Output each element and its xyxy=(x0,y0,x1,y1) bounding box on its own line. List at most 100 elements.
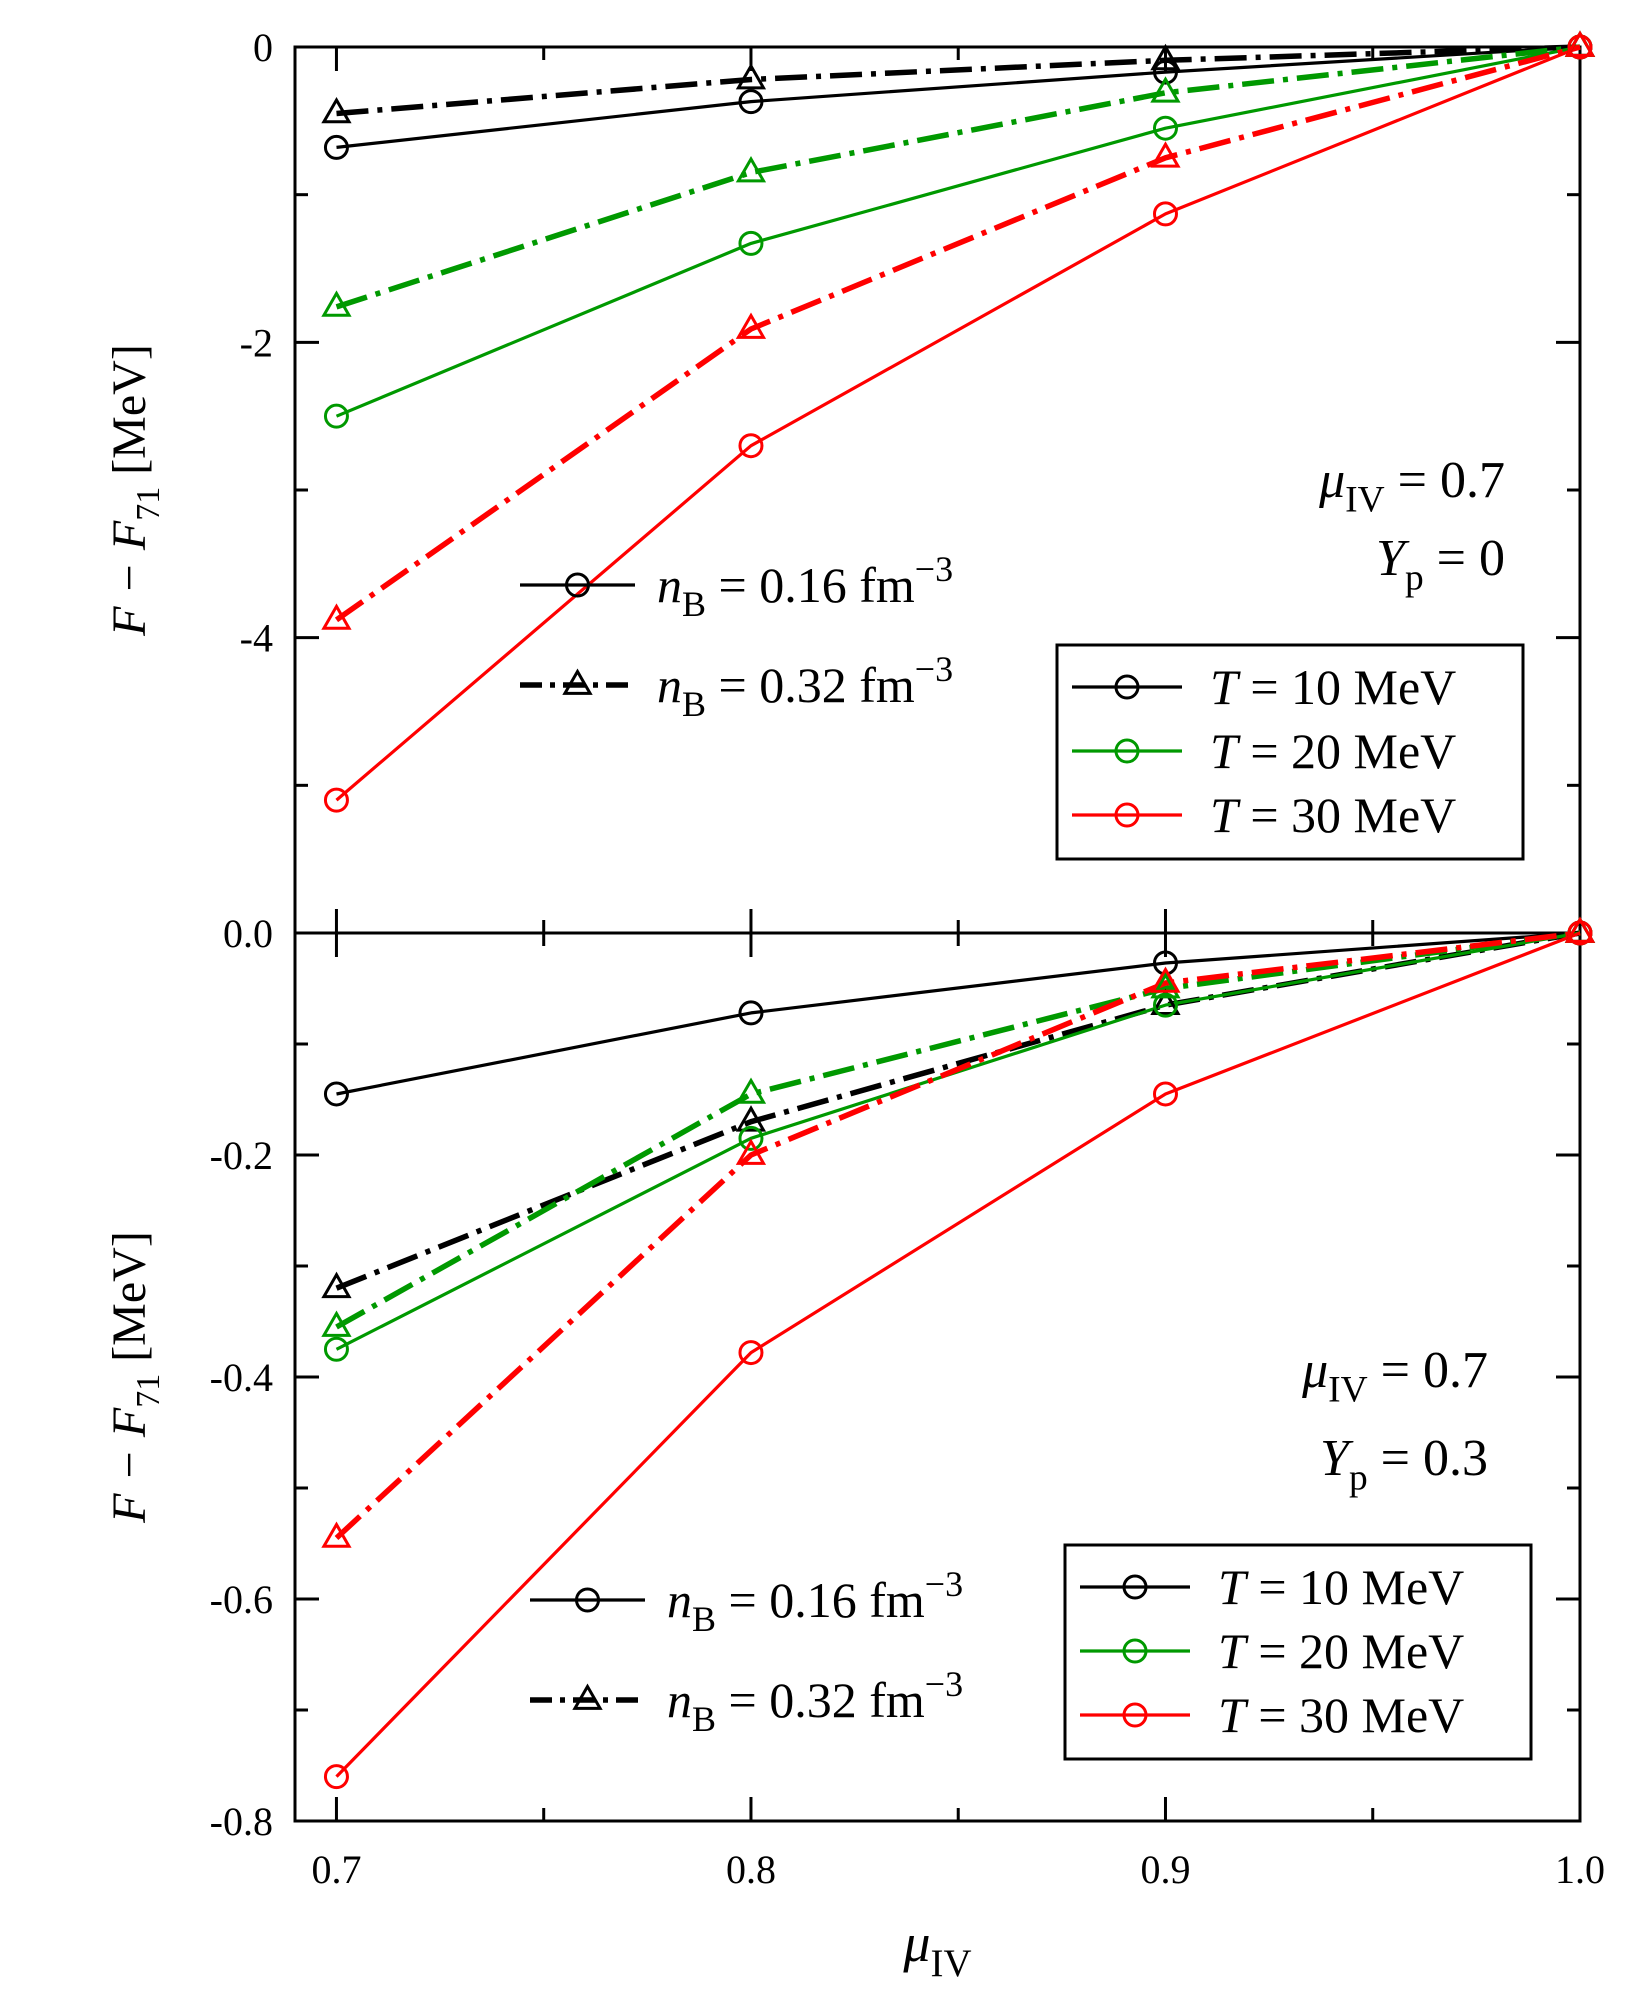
parameter-label-text: = 0.7 xyxy=(1368,1342,1488,1399)
series-5-point xyxy=(1150,966,1181,993)
legend-density-label-text: = 0.32 fm xyxy=(716,1672,925,1728)
series-5-point xyxy=(321,603,352,630)
series-line-4 xyxy=(335,45,1581,802)
series-2-point xyxy=(738,1125,764,1151)
legend-density-label-subscript: B xyxy=(682,684,706,724)
series-line-4 xyxy=(335,931,1581,1778)
legend-marker xyxy=(1122,1702,1148,1728)
legend-density-label: nB = 0.32 fm−3 xyxy=(667,1664,963,1739)
series-4-point xyxy=(738,1340,764,1366)
parameter-label-subscript: p xyxy=(1405,558,1424,599)
series-3-point xyxy=(321,1310,352,1337)
series-0-point xyxy=(738,89,764,115)
legend-marker xyxy=(1114,802,1140,828)
series-3-point xyxy=(321,290,352,317)
x-tick-label: 0.9 xyxy=(1140,1847,1190,1892)
series-line-2 xyxy=(335,45,1581,418)
parameter-label-text: = 0.3 xyxy=(1368,1430,1488,1487)
panel-bottom: 0.0 -0.2 -0.4 -0.6 -0.8 0.7 0.8 0.9 1.0 F − F71 [… xyxy=(103,911,1605,1985)
legend-temperature-label-symbol: T xyxy=(1218,1623,1249,1679)
panel-top: 0-2-4F − F71 [MeV] μIV = 0.7Yp = 0nB = 0.… xyxy=(103,25,1596,935)
series-line-0 xyxy=(336,931,1581,1096)
series-line-0 xyxy=(336,45,1581,149)
series-2-point xyxy=(323,403,349,429)
legend-density-label-superscript: −3 xyxy=(915,549,953,589)
legend-temperature-label-text: = 20 MeV xyxy=(1246,1623,1464,1679)
series-5-point xyxy=(735,1138,767,1165)
legend-temperature-label: T = 10 MeV xyxy=(1218,1559,1464,1615)
series-5-point xyxy=(1564,30,1596,57)
legend-density-label-superscript: −3 xyxy=(925,1564,963,1604)
y-tick-label: -0.8 xyxy=(210,1799,273,1844)
legend-temperature-label-symbol: T xyxy=(1210,787,1241,843)
series-4-point xyxy=(323,1764,349,1790)
legend-marker xyxy=(565,572,590,598)
legend-marker xyxy=(572,1683,603,1710)
series-1-point xyxy=(1150,988,1181,1015)
legend-temperature-label-text: = 30 MeV xyxy=(1238,787,1456,843)
series-1-point xyxy=(321,1271,352,1299)
parameter-label-subscript: p xyxy=(1349,1458,1368,1499)
legend-temperature-label-symbol: T xyxy=(1218,1687,1249,1743)
parameter-label: μIV = 0.7 xyxy=(1318,452,1505,521)
series-2-point xyxy=(738,230,764,256)
legend-density-label-text: = 0.16 fm xyxy=(706,557,915,613)
legend-temperature-label: T = 20 MeV xyxy=(1218,1623,1464,1679)
density-legend: nB = 0.16 fm−3nB = 0.32 fm−3 xyxy=(520,549,953,724)
series-2-point xyxy=(1152,992,1178,1018)
series-4-point xyxy=(323,787,349,813)
parameter-label-subscript: IV xyxy=(1328,1370,1368,1411)
series-1-point xyxy=(321,96,352,124)
x-tick-label: 1.0 xyxy=(1555,1847,1605,1892)
series-4-point xyxy=(1152,201,1178,227)
x-axis-label-subscript: IV xyxy=(931,1942,972,1985)
x-tick-label: 0.8 xyxy=(726,1847,776,1892)
series-4-point xyxy=(738,433,764,459)
legend-density-label-superscript: −3 xyxy=(925,1664,963,1704)
series-3-point xyxy=(1150,971,1181,999)
y-axis-label: F − F71 [MeV] xyxy=(103,344,167,637)
series-line-1 xyxy=(335,930,1581,1291)
legend-temperature-label: T = 10 MeV xyxy=(1210,659,1456,715)
parameter-label-subscript: IV xyxy=(1345,480,1385,521)
legend-temperature-label-symbol: T xyxy=(1218,1559,1249,1615)
legend-density-label-subscript: B xyxy=(682,584,706,624)
legend-density-label: nB = 0.32 fm−3 xyxy=(657,649,953,724)
parameter-label: Yp = 0 xyxy=(1376,530,1505,599)
series-2-point xyxy=(1152,115,1178,141)
series-1-point xyxy=(1150,43,1181,71)
series-4-point xyxy=(1152,1081,1178,1107)
series-3-point xyxy=(735,1077,767,1104)
series-group xyxy=(321,916,1596,1790)
legend-temperature-label-text: = 30 MeV xyxy=(1246,1687,1464,1743)
legend-temperature-label-symbol: T xyxy=(1210,659,1241,715)
y-tick-label: 0 xyxy=(253,25,273,70)
legend-density-label-subscript: B xyxy=(692,1599,716,1639)
legend-density-label: nB = 0.16 fm−3 xyxy=(667,1564,963,1639)
series-5-point xyxy=(321,1521,352,1548)
y-axis-label-unit: [MeV] xyxy=(103,344,156,487)
x-axis-label: μIV xyxy=(902,1913,971,1985)
y-tick-label: -0.4 xyxy=(210,1355,273,1400)
y-tick-label: -0.2 xyxy=(210,1133,273,1178)
legend-density-label-symbol: n xyxy=(667,1572,692,1628)
parameter-label-text: = 0 xyxy=(1424,530,1505,587)
legend-density-label-symbol: n xyxy=(657,557,682,613)
y-axis-label-unit: [MeV] xyxy=(103,1231,156,1374)
legend-temperature-label-symbol: T xyxy=(1210,723,1241,779)
y-axis-label-main: F − F xyxy=(103,1407,156,1524)
legend-marker xyxy=(1122,1638,1148,1664)
parameter-label-symbol: Y xyxy=(1376,530,1410,587)
legend-density-label-superscript: −3 xyxy=(915,649,953,689)
series-line-3 xyxy=(335,44,1581,310)
legend-density-label: nB = 0.16 fm−3 xyxy=(657,549,953,624)
series-1-point xyxy=(735,62,767,90)
series-0-point xyxy=(1152,59,1178,85)
parameter-label-symbol: Y xyxy=(1320,1430,1354,1487)
series-1-point xyxy=(735,1105,767,1132)
legend-temperature-label: T = 30 MeV xyxy=(1210,787,1456,843)
x-axis-label-symbol: μ xyxy=(902,1913,930,1973)
legend-marker xyxy=(562,668,593,695)
